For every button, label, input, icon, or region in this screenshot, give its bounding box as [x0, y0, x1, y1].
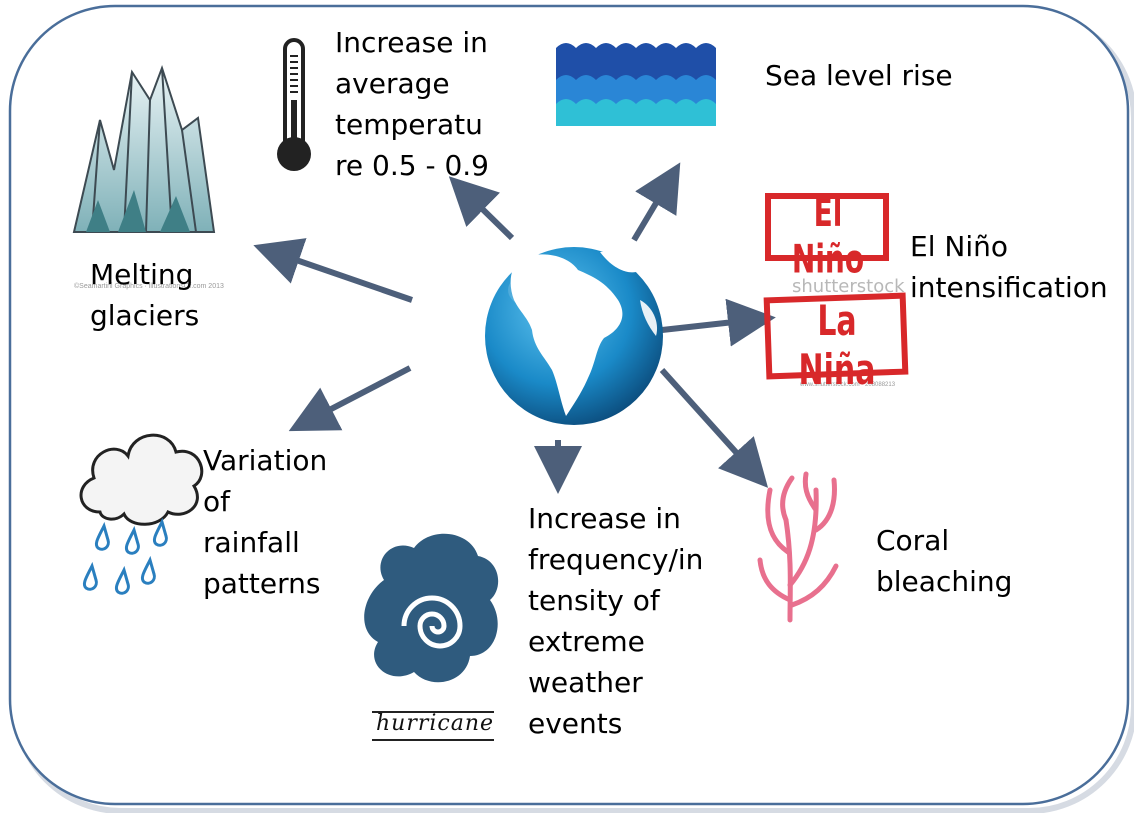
mountain-watermark: ©Seamartini Graphics · illustrationsOf.c… [74, 282, 224, 290]
label-sea-level-rise: Sea level rise [765, 59, 953, 92]
arrow-to-coral [659, 367, 769, 488]
stamp-watermark-url: www.shutterstock.com · 208088213 [799, 382, 896, 388]
mountain-icon: ©Seamartini Graphics · illustrationsOf.c… [72, 64, 224, 290]
coral-icon [757, 471, 839, 623]
thermometer-icon [277, 38, 311, 171]
label-melting-glaciers: Melting glaciers [90, 258, 200, 332]
arrow-to-temperature [448, 176, 515, 241]
stamp-icon: www.shutterstock.com · 208088213 [763, 193, 909, 388]
stamp-la-nina-text: La Niña [798, 297, 876, 395]
hurricane-icon [364, 533, 499, 741]
stamp-watermark: shutterstock [792, 276, 905, 297]
arrows [253, 162, 776, 494]
hurricane-caption: hurricane [376, 711, 495, 736]
label-coral-bleaching: Coral bleaching [876, 524, 1013, 598]
arrow-to-rainfall [288, 365, 412, 432]
label-el-nino: El Niño intensification [910, 230, 1108, 304]
arrow-to-glaciers [253, 238, 413, 303]
arrow-to-sea-level [631, 162, 681, 242]
stamp-el-nino-text: El Niño [791, 189, 865, 283]
arrow-to-el-nino [661, 298, 776, 347]
label-temperature-increase: Increase in average temperatu re 0.5 - 0… [335, 26, 489, 182]
label-extreme-weather: Increase in frequency/in tensity of extr… [528, 502, 704, 740]
rain-cloud-icon [79, 433, 204, 595]
label-rainfall-variation: Variation of rainfall patterns [203, 444, 328, 600]
globe-icon [485, 247, 663, 425]
waves-icon [556, 43, 716, 126]
